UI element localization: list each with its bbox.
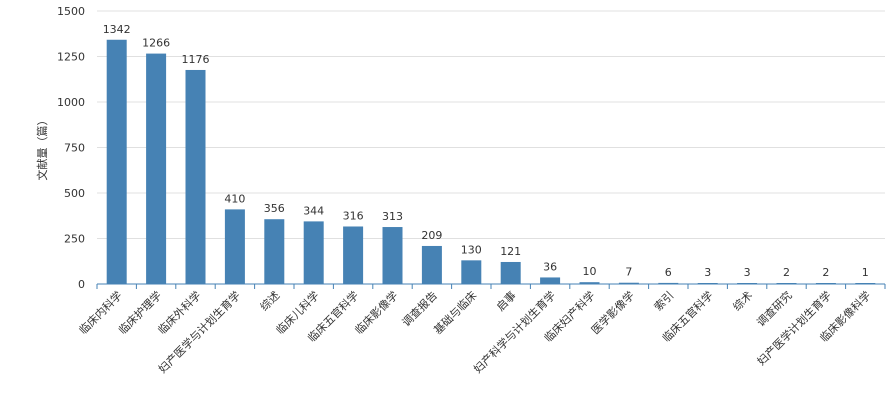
x-category-label: 调查研究 — [754, 288, 795, 329]
data-label: 356 — [264, 202, 285, 215]
data-label: 10 — [583, 265, 597, 278]
x-category-label: 启事 — [494, 289, 519, 314]
bar — [264, 219, 285, 284]
x-category-label: 调查报告 — [399, 288, 440, 329]
data-label: 209 — [421, 229, 442, 242]
bar — [224, 209, 245, 284]
x-category-label: 临床影像学 — [352, 288, 401, 337]
data-label: 2 — [822, 266, 829, 279]
x-category-label: 索引 — [651, 288, 676, 313]
data-label: 410 — [224, 192, 245, 205]
data-label: 344 — [303, 204, 324, 217]
bar — [618, 282, 639, 284]
data-label: 36 — [543, 260, 557, 273]
data-label: 6 — [665, 266, 672, 279]
y-tick-label: 750 — [64, 142, 85, 155]
labels: 02505007501000125015001342临床内科学1266临床护理学… — [57, 5, 873, 376]
y-tick-label: 1250 — [57, 51, 85, 64]
axes — [96, 283, 886, 289]
data-label: 1176 — [182, 53, 210, 66]
grid — [97, 10, 885, 239]
data-label: 3 — [744, 266, 751, 279]
bar — [146, 53, 167, 285]
x-category-label: 医学影像学 — [588, 288, 637, 337]
y-tick-label: 500 — [64, 187, 85, 200]
y-axis-title: 文献量（篇） — [35, 115, 49, 181]
bar — [540, 277, 561, 284]
y-tick-label: 1000 — [57, 96, 85, 109]
bars — [106, 39, 876, 285]
data-label: 1342 — [103, 23, 131, 36]
bar — [303, 221, 324, 284]
bar — [461, 260, 482, 284]
bar — [500, 261, 521, 284]
y-tick-label: 250 — [64, 233, 85, 246]
bar — [658, 282, 679, 284]
data-label: 3 — [704, 266, 711, 279]
x-category-label: 综述 — [257, 288, 282, 313]
data-label: 1 — [862, 266, 869, 279]
data-label: 1266 — [142, 37, 170, 50]
y-tick-label: 1500 — [57, 5, 85, 18]
bar — [421, 245, 442, 284]
data-label: 2 — [783, 266, 790, 279]
bar — [343, 226, 364, 284]
data-label: 121 — [500, 245, 521, 258]
data-label: 7 — [625, 266, 632, 279]
bar — [185, 69, 206, 284]
x-category-label: 妇产医学计划生育学 — [754, 288, 834, 368]
bar — [382, 227, 403, 284]
data-label: 130 — [461, 243, 482, 256]
bar — [579, 282, 600, 284]
x-category-label: 基础与临床 — [431, 288, 480, 337]
data-label: 316 — [343, 209, 364, 222]
data-label: 313 — [382, 210, 403, 223]
x-category-label: 综术 — [730, 288, 755, 313]
bar — [106, 39, 127, 285]
y-tick-label: 0 — [78, 278, 85, 291]
